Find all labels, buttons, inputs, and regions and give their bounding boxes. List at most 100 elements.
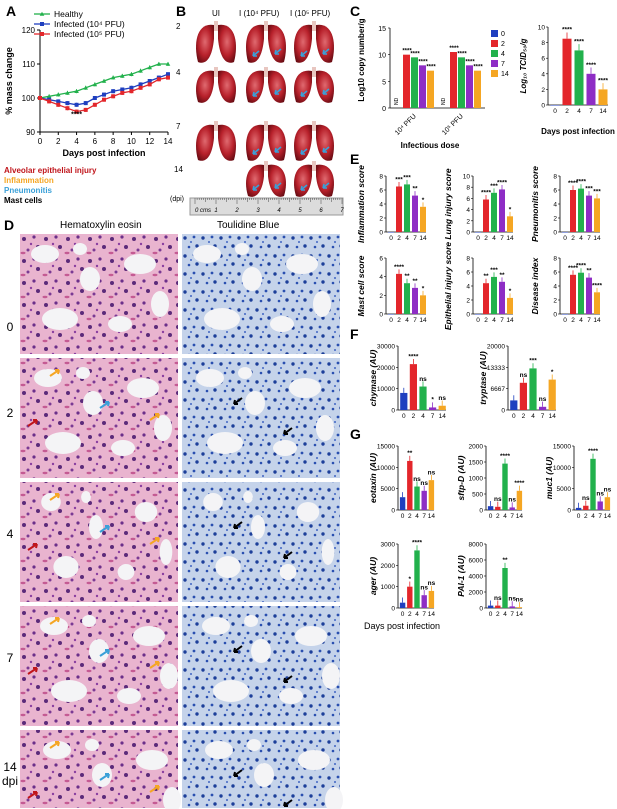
bar	[475, 314, 481, 315]
a-legend-label: Infected (10⁴ PFU)	[54, 19, 125, 29]
bar-sig-label: ns	[420, 584, 428, 591]
mast-cell-arrow-icon	[283, 675, 293, 683]
lung-row-14: 14	[174, 165, 183, 174]
bar	[598, 89, 608, 105]
bar	[502, 568, 508, 608]
bar-x-tick-label: 0	[401, 513, 405, 520]
bar-ylabel: Pneumonitis score	[530, 166, 540, 242]
bar-sig-label: ****	[412, 540, 423, 547]
lung-col-1e4: I (10⁴ PFU)	[239, 9, 280, 18]
airspace	[296, 502, 320, 522]
bar-y-tick-label: 4	[379, 274, 383, 281]
bar-x-tick-label: 7	[500, 317, 504, 324]
a-point	[138, 82, 143, 87]
airspace	[89, 639, 109, 663]
airspace	[159, 539, 173, 565]
bar-y-tick-label: 0	[379, 312, 383, 319]
bar-x-tick-label: 4	[405, 317, 409, 324]
airspace	[215, 556, 241, 578]
lesion-arrow-icon	[252, 184, 260, 191]
bar-x-tick-label: 2	[397, 317, 401, 324]
lesion-arrow-icon	[49, 369, 60, 377]
airspace	[204, 308, 240, 330]
airspace	[270, 316, 294, 332]
bar	[548, 379, 556, 410]
a-x-tick-label: 2	[56, 137, 61, 146]
lung-lobe-left	[293, 24, 312, 63]
bar-y-tick-label: 2	[553, 216, 557, 223]
a-point	[147, 65, 153, 70]
bar-x-tick-label: 2	[496, 611, 500, 618]
bar-sig-label: ns	[520, 372, 528, 379]
trachea	[264, 67, 268, 77]
bar-ylabel: Inflammation score	[356, 165, 366, 243]
bar-y-tick-label: 2	[466, 218, 470, 225]
bar	[475, 232, 481, 233]
a-point	[129, 89, 134, 94]
bar-sig-label: **	[499, 272, 505, 279]
a-point	[129, 71, 134, 76]
a-point	[65, 101, 70, 106]
bar-y-tick-label: 8	[541, 40, 545, 47]
tb-header: Toulidine Blue	[217, 220, 280, 231]
bar-y-tick-label: 13333	[487, 365, 505, 372]
bar	[399, 602, 406, 608]
panel-label-d: D	[4, 217, 15, 233]
bar-sig-label: ns	[413, 476, 421, 483]
c-nd-label: ND	[441, 97, 447, 105]
bar-y-tick-label: 2000	[469, 444, 484, 451]
c-legend-swatch	[491, 40, 498, 47]
bar-x-tick-label: 0	[577, 513, 581, 520]
bar-sig-label: *	[422, 197, 425, 204]
a-point	[102, 97, 106, 102]
bar	[516, 490, 523, 510]
bar-y-tick-label: 5000	[381, 486, 396, 493]
g-xlabel: Days post infection	[364, 621, 441, 631]
bar-x-tick-label: 7	[500, 235, 504, 242]
bar-x-tick-label: 0	[476, 235, 480, 242]
c-bar	[427, 70, 434, 108]
bar	[483, 199, 489, 232]
a-y-tick-label: 100	[22, 94, 36, 103]
bar-x-tick-label: 7	[510, 611, 514, 618]
bar-sig-label: ***	[529, 358, 537, 365]
mast-cell-arrow-icon	[233, 769, 243, 777]
airspace	[313, 291, 331, 317]
bar-sig-label: **	[483, 273, 489, 280]
a-point	[92, 82, 98, 87]
lesion-arrow-icon	[149, 413, 160, 421]
bar-x-tick-label: 4	[577, 108, 581, 115]
c-bar	[466, 65, 473, 108]
lesion-arrow-icon	[149, 537, 160, 545]
lesion-arrow-icon	[300, 90, 308, 97]
a-sig: ****	[71, 112, 82, 119]
lesion-arrow-icon	[27, 667, 38, 675]
bar	[562, 314, 568, 315]
c-xlabel: Infectious dose	[401, 141, 460, 150]
bar	[509, 606, 515, 608]
bar-y-tick-label: 0	[466, 312, 470, 319]
bar-y-tick-label: 20000	[377, 365, 395, 372]
bar-y-tick-label: 4	[466, 284, 470, 291]
a-y-tick-label: 90	[26, 128, 35, 137]
bar-y-tick-label: 10	[463, 174, 471, 181]
bar-x-tick-label: 0	[489, 513, 493, 520]
lesion-arrow-icon	[99, 649, 110, 657]
a-point	[110, 75, 116, 80]
airspace	[41, 493, 61, 511]
c-y-tick-label: 0	[382, 106, 386, 113]
lung-lobe-left	[245, 24, 264, 63]
a-point	[129, 85, 134, 90]
airspace	[286, 254, 318, 274]
panel-label-g: G	[350, 426, 361, 442]
airspace	[251, 639, 271, 663]
bar	[491, 276, 497, 314]
lung-lobe-right	[218, 124, 237, 161]
airspace	[133, 626, 165, 646]
bar-sig-label: ****	[481, 189, 492, 196]
a-legend-label: Healthy	[54, 9, 84, 19]
bar-y-tick-label: 8	[466, 256, 470, 263]
bar-x-tick-label: 14	[506, 235, 514, 242]
bar-x-tick-label: 0	[389, 235, 393, 242]
bar-ylabel: Mast cell score	[356, 255, 366, 316]
